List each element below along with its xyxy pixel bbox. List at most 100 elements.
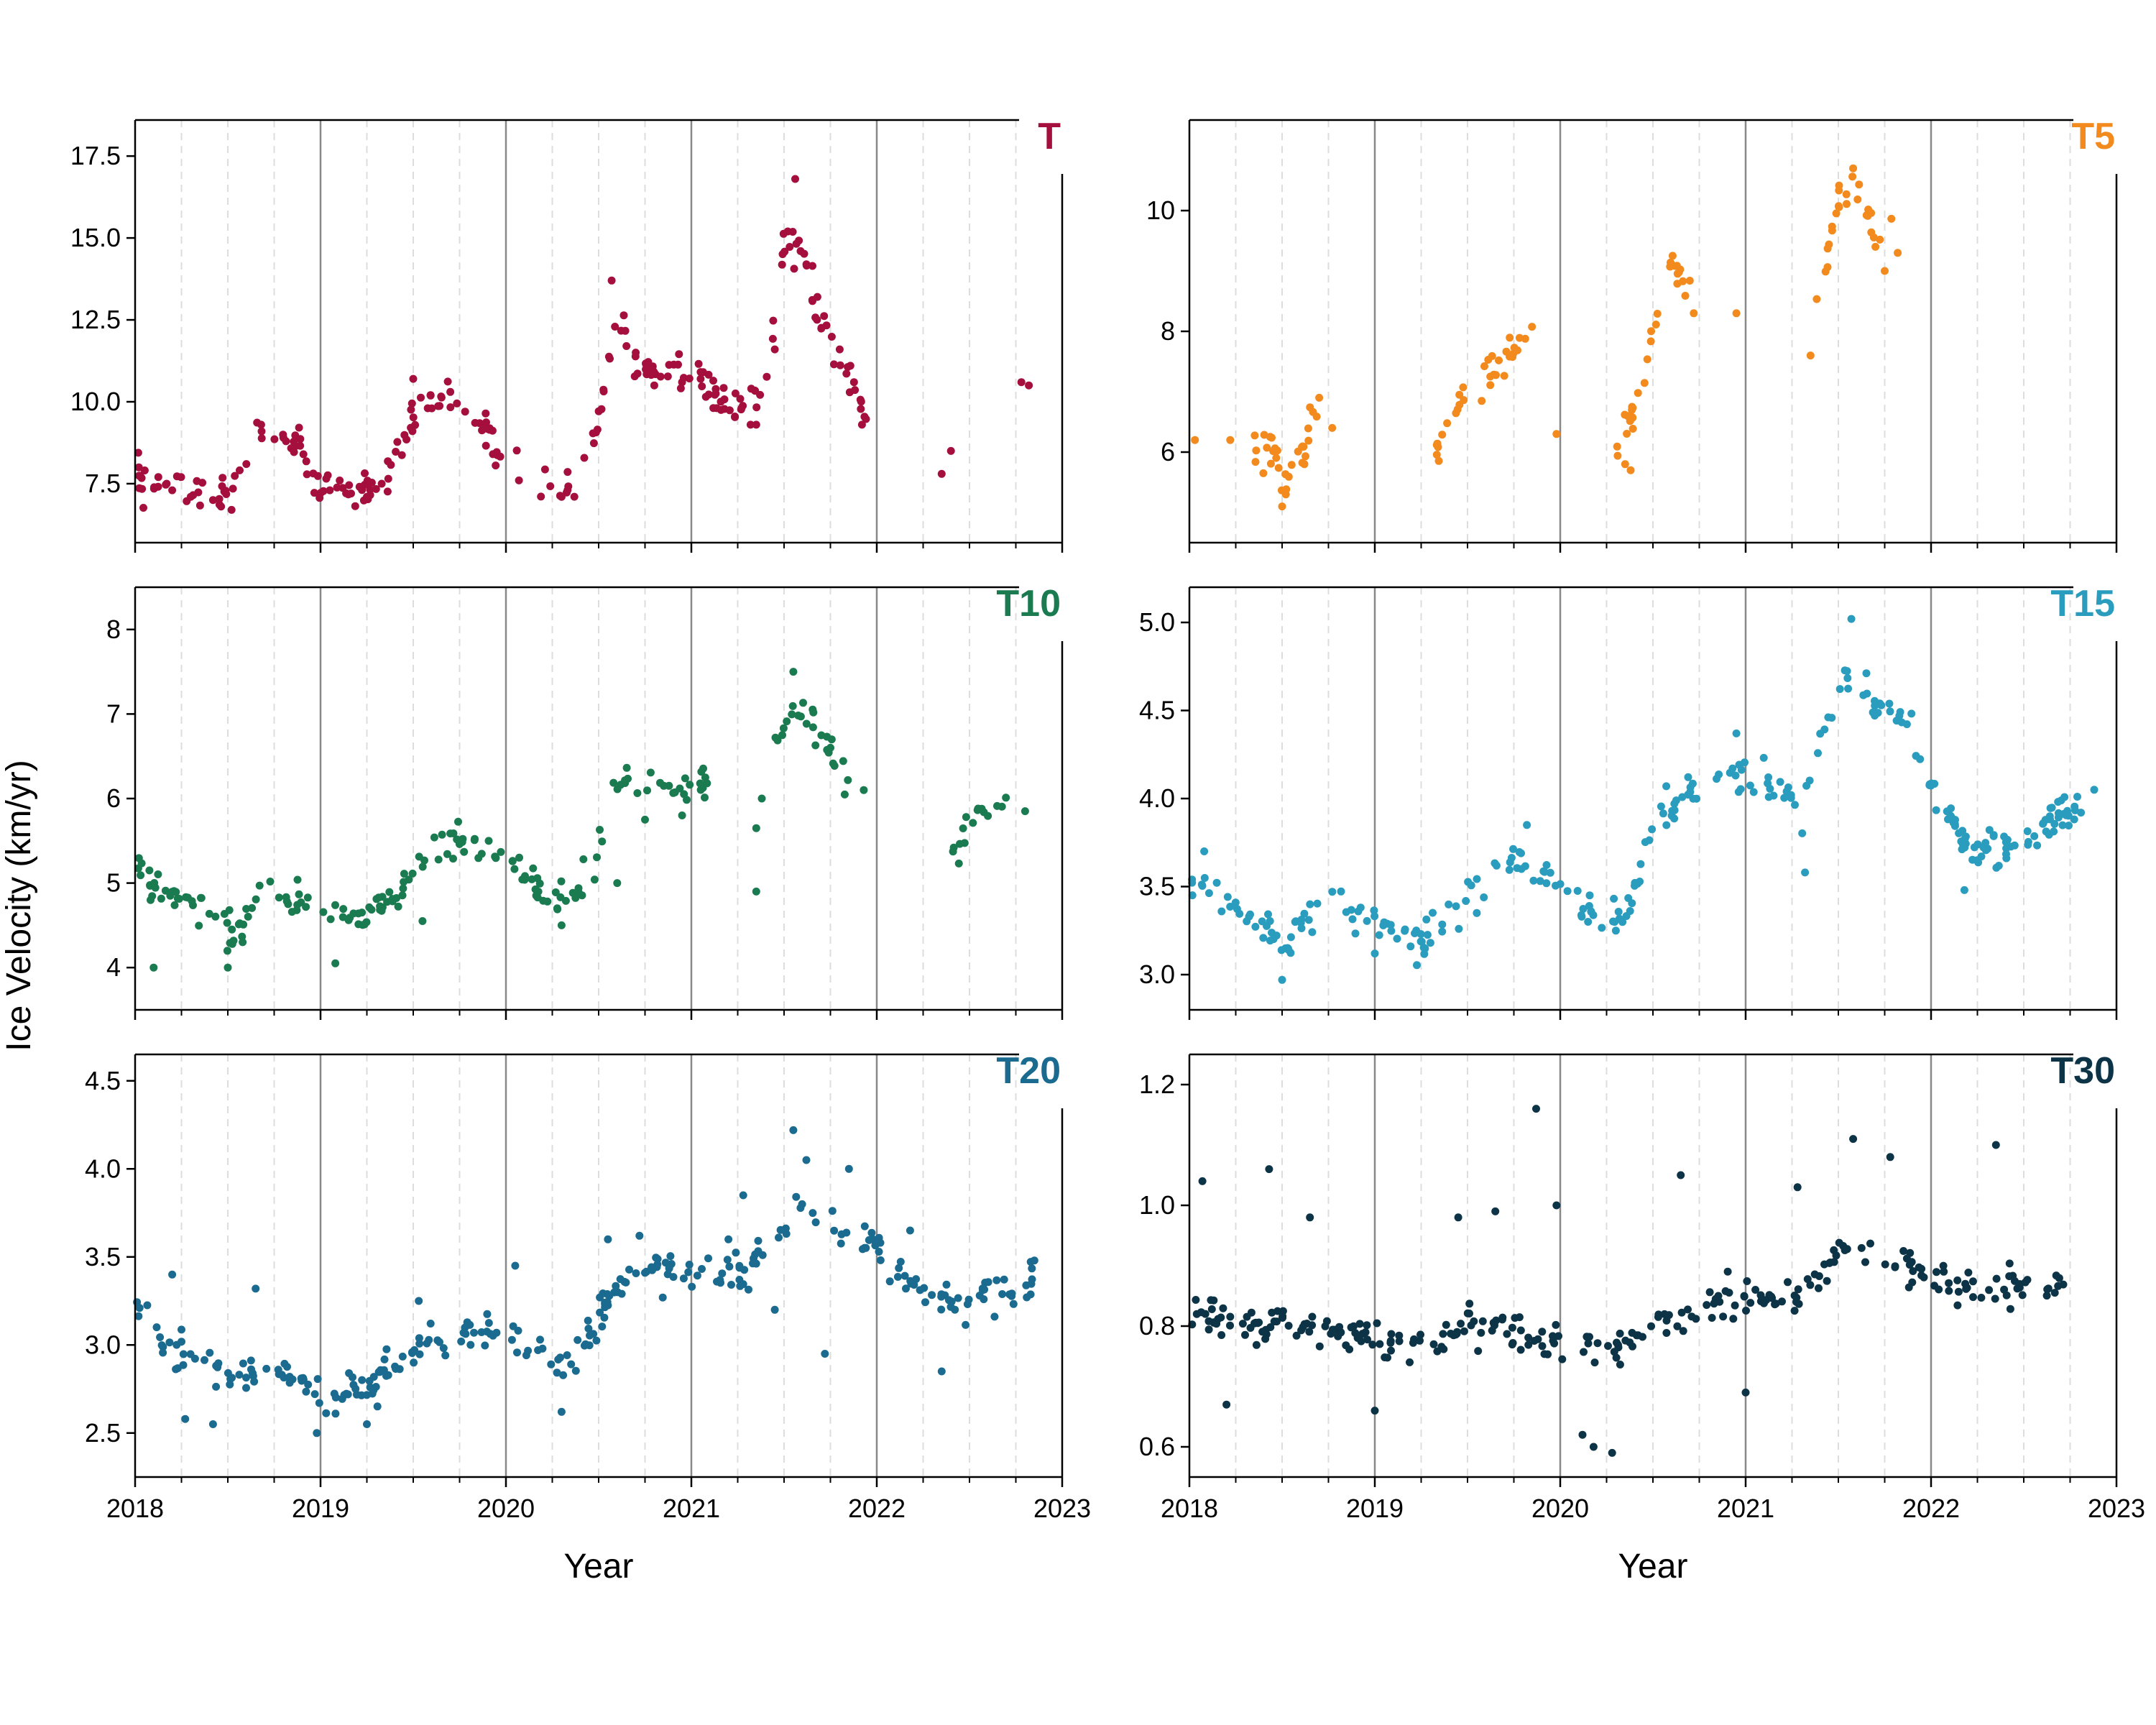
data-point	[2010, 841, 2019, 850]
data-point	[851, 386, 860, 395]
data-point	[844, 776, 852, 784]
data-point	[363, 1420, 371, 1428]
y-tick-label: 0.8	[1139, 1311, 1175, 1340]
data-point	[869, 1235, 877, 1243]
data-point	[1798, 829, 1807, 837]
data-point	[763, 372, 771, 381]
data-point	[145, 866, 154, 875]
data-point	[716, 1276, 724, 1284]
data-point	[1780, 794, 1789, 802]
data-point	[799, 699, 807, 707]
data-point	[331, 959, 340, 967]
data-point	[1268, 433, 1276, 442]
data-point	[592, 1336, 601, 1345]
data-point	[663, 372, 672, 381]
data-point	[1387, 926, 1396, 935]
data-point	[2000, 832, 2009, 841]
data-point	[1484, 356, 1493, 364]
data-point	[1585, 891, 1594, 900]
data-point	[443, 850, 451, 858]
data-point	[1542, 879, 1551, 888]
data-point	[1460, 1327, 1468, 1335]
data-point	[1608, 1448, 1616, 1457]
data-point	[1614, 1340, 1622, 1349]
data-point	[837, 1239, 845, 1248]
data-point	[1579, 905, 1588, 913]
data-point	[641, 815, 649, 824]
data-point	[1876, 235, 1884, 244]
data-point	[446, 387, 455, 396]
data-point	[1304, 436, 1313, 445]
data-point	[829, 360, 838, 369]
data-point	[770, 345, 779, 354]
data-point	[338, 913, 347, 921]
data-point	[188, 897, 196, 906]
data-point	[1453, 405, 1462, 414]
data-point	[1434, 443, 1442, 451]
data-point	[482, 441, 490, 450]
data-point	[349, 1373, 356, 1381]
data-point	[1226, 903, 1235, 911]
data-point	[1368, 1340, 1377, 1349]
data-point	[1659, 809, 1667, 818]
data-point	[1491, 1321, 1498, 1330]
data-point	[571, 1366, 580, 1375]
data-point	[632, 1269, 640, 1277]
data-point	[1662, 1329, 1671, 1337]
data-point	[1940, 1267, 1948, 1276]
data-point	[773, 736, 782, 745]
data-point	[453, 399, 461, 408]
series-points	[134, 668, 1029, 972]
data-point	[607, 276, 616, 285]
panel-t5: T5 6 8 10	[1146, 116, 2118, 553]
data-point	[470, 1328, 478, 1337]
data-point	[752, 403, 761, 412]
data-point	[2064, 811, 2073, 820]
data-point	[1686, 783, 1695, 791]
data-point	[1989, 832, 1998, 840]
y-tick-label: 1.0	[1139, 1190, 1175, 1220]
data-point	[732, 1248, 740, 1257]
data-point	[842, 1228, 851, 1237]
data-point	[1814, 749, 1822, 758]
data-point	[1017, 378, 1026, 387]
data-point	[2065, 822, 2073, 830]
data-point	[775, 1233, 783, 1242]
data-point	[1578, 1430, 1587, 1439]
data-point	[1740, 1292, 1749, 1300]
data-point	[696, 779, 704, 788]
data-point	[154, 870, 162, 878]
data-point	[489, 1331, 497, 1340]
data-point	[1506, 858, 1514, 867]
data-point	[1523, 821, 1531, 829]
data-point	[1728, 764, 1737, 773]
data-point	[586, 1331, 594, 1340]
data-point	[239, 1359, 247, 1368]
data-point	[1791, 801, 1799, 809]
data-point	[830, 762, 839, 770]
data-point	[242, 1384, 250, 1392]
data-point	[1861, 1258, 1869, 1266]
data-point	[757, 794, 766, 803]
data-point	[739, 1191, 747, 1200]
data-point	[633, 789, 642, 797]
data-point	[754, 1247, 763, 1256]
data-point	[361, 469, 369, 477]
data-point	[604, 1301, 612, 1310]
data-point	[365, 1376, 374, 1385]
data-point	[1939, 1261, 1948, 1270]
data-point	[1508, 1323, 1516, 1332]
data-point	[2033, 841, 2042, 850]
data-point	[1784, 783, 1792, 791]
data-point	[1930, 1282, 1939, 1290]
data-point	[146, 881, 155, 889]
data-point	[449, 855, 457, 863]
data-point	[840, 790, 849, 799]
data-point	[954, 1294, 962, 1302]
data-point	[921, 1298, 929, 1307]
data-point	[1945, 1279, 1953, 1287]
data-point	[1198, 882, 1207, 890]
data-point	[1881, 267, 1889, 275]
data-point	[224, 963, 232, 972]
data-point	[596, 1308, 604, 1317]
